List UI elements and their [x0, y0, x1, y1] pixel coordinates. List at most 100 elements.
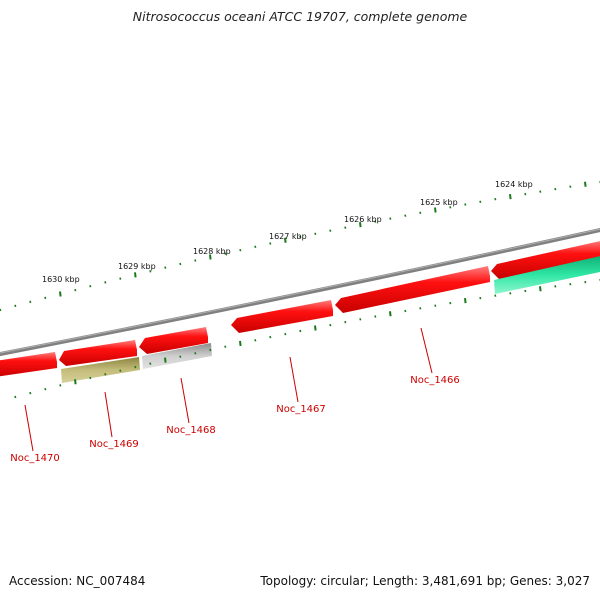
outer-scale-minor-tick	[44, 296, 47, 300]
outer-scale-minor-tick	[329, 229, 332, 232]
outer-scale-major-tick	[584, 181, 587, 187]
inner-scale-minor-tick	[194, 352, 197, 355]
inner-scale-minor-tick	[104, 373, 107, 376]
inner-scale-minor-tick	[329, 323, 332, 327]
outer-scale-minor-tick	[554, 187, 557, 191]
inner-scale-major-tick	[314, 325, 317, 331]
outer-scale-minor-tick	[0, 308, 2, 312]
outer-scale-minor-tick	[269, 242, 272, 245]
outer-scale-minor-tick	[14, 304, 17, 308]
outer-scale-minor-tick	[494, 197, 497, 201]
genome-backbone	[0, 228, 600, 357]
outer-scale-minor-tick	[404, 214, 407, 217]
gene-label-noc-1469[interactable]: Noc_1469	[89, 439, 139, 450]
genome-backbone-highlight	[0, 228, 600, 354]
orf-box-grey[interactable]	[142, 343, 212, 369]
inner-scale-minor-tick	[59, 384, 62, 387]
outer-scale-minor-tick	[344, 226, 347, 229]
outer-scale-minor-tick	[119, 277, 122, 280]
outer-scale-minor-tick	[314, 232, 317, 236]
scale-label-1630: 1630 kbp	[42, 275, 80, 284]
inner-scale-minor-tick	[209, 348, 212, 352]
outer-scale-minor-tick	[254, 245, 257, 249]
gene-labels: Noc_1470 Noc_1469 Noc_1468 Noc_1467 Noc_…	[10, 375, 460, 464]
gene-arrow-noc-1469[interactable]	[59, 340, 137, 366]
outer-scale-minor-tick	[89, 284, 92, 288]
inner-scale-minor-tick	[149, 362, 152, 365]
orf-box-olive[interactable]	[61, 357, 140, 383]
outer-scale-ring	[0, 181, 600, 312]
inner-scale-minor-tick	[374, 315, 377, 318]
inner-scale-minor-tick	[44, 387, 47, 391]
gene-arrow-noc-1465[interactable]	[491, 240, 600, 279]
gene-arrow-noc-1466[interactable]	[335, 266, 490, 313]
gene-arrow-noc-1467[interactable]	[231, 300, 333, 333]
map-title: Nitrosococcus oceani ATCC 19707, complet…	[132, 9, 468, 24]
outer-scale-major-tick	[434, 207, 437, 213]
gene-label-noc-1468[interactable]: Noc_1468	[166, 425, 216, 436]
outer-scale-major-tick	[359, 221, 362, 228]
inner-scale-major-tick	[164, 357, 167, 363]
outer-scale-minor-tick	[374, 220, 377, 223]
inner-scale-minor-tick	[89, 376, 92, 380]
inner-scale-minor-tick	[569, 282, 572, 286]
leader-line-noc-1466	[420, 327, 433, 374]
outer-scale-major-tick	[134, 272, 137, 278]
outer-scale-major-tick	[284, 237, 287, 243]
outer-scale-minor-tick	[179, 262, 182, 266]
outer-scale-minor-tick	[569, 185, 572, 188]
inner-scale-minor-tick	[29, 391, 32, 395]
inner-scale-minor-tick	[554, 285, 557, 288]
scale-label-1625: 1625 kbp	[420, 198, 458, 207]
outer-scale-minor-tick	[104, 281, 107, 284]
inner-scale-minor-tick	[479, 296, 482, 300]
outer-scale-minor-tick	[239, 248, 242, 252]
gene-label-leaders	[24, 327, 433, 452]
inner-scale-minor-tick	[299, 329, 302, 333]
inner-scale-major-tick	[389, 311, 392, 317]
outer-scale-minor-tick	[164, 266, 167, 269]
outer-scale-minor-tick	[389, 217, 392, 220]
gene-label-noc-1466[interactable]: Noc_1466	[410, 375, 460, 386]
outer-scale-minor-tick	[464, 203, 467, 206]
outer-scale-minor-tick	[194, 259, 197, 262]
gene-label-noc-1470[interactable]: Noc_1470	[10, 453, 60, 464]
inner-scale-minor-tick	[509, 292, 512, 295]
leader-line-noc-1470	[24, 404, 34, 452]
outer-scale-minor-tick	[539, 190, 542, 193]
outer-scale-major-tick	[509, 193, 512, 200]
leader-line-noc-1469	[104, 391, 113, 438]
scale-labels: 1630 kbp 1629 kbp 1628 kbp 1627 kbp 1626…	[42, 180, 533, 284]
outer-scale-minor-tick	[479, 200, 482, 204]
inner-scale-minor-tick	[419, 307, 422, 310]
inner-scale-minor-tick	[584, 280, 587, 284]
inner-scale-minor-tick	[119, 369, 122, 372]
orf-box-teal[interactable]	[494, 255, 600, 294]
inner-scale-minor-tick	[14, 395, 17, 399]
outer-scale-minor-tick	[29, 300, 32, 304]
inner-scale-major-tick	[74, 379, 77, 385]
inner-scale-minor-tick	[494, 294, 497, 297]
inner-scale-major-tick	[239, 340, 242, 347]
orf-track	[61, 255, 600, 383]
scale-label-1628: 1628 kbp	[193, 247, 231, 256]
inner-scale-minor-tick	[359, 318, 362, 321]
inner-scale-major-tick	[539, 286, 542, 292]
inner-scale-minor-tick	[344, 320, 347, 324]
inner-scale-minor-tick	[269, 335, 272, 339]
gene-arrow-noc-1470[interactable]	[0, 352, 57, 377]
outer-scale-minor-tick	[299, 235, 302, 239]
scale-label-1626: 1626 kbp	[344, 215, 382, 224]
scale-label-1627: 1627 kbp	[269, 232, 307, 241]
outer-scale-minor-tick	[449, 206, 452, 209]
outer-scale-major-tick	[59, 291, 62, 297]
scale-label-1624: 1624 kbp	[495, 180, 533, 189]
forward-gene-track	[0, 240, 600, 377]
gene-label-noc-1467[interactable]: Noc_1467	[276, 404, 326, 415]
outer-scale-minor-tick	[524, 192, 527, 196]
inner-scale-minor-tick	[179, 355, 182, 358]
gene-arrow-noc-1468[interactable]	[139, 327, 208, 354]
inner-scale-minor-tick	[254, 339, 257, 342]
topology-summary-text: Topology: circular; Length: 3,481,691 bp…	[260, 574, 590, 588]
